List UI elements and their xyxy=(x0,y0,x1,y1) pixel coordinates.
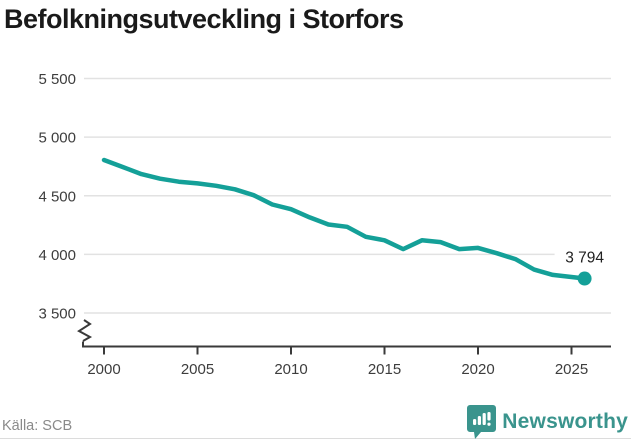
population-chart: 5 500 5 000 4 500 4 000 3 500 2000 2005 2010 201… xyxy=(0,58,631,390)
newsworthy-wordmark: Newsworthy xyxy=(502,409,628,433)
y-axis-tick-label: 4 000 xyxy=(38,247,76,264)
x-axis-tick-label: 2025 xyxy=(555,361,588,378)
newsworthy-brand: Newsworthy xyxy=(467,404,628,439)
end-label-backdrop xyxy=(554,247,615,266)
x-axis-tick-label: 2010 xyxy=(274,361,307,378)
axis-break-zigzag xyxy=(77,319,93,342)
x-axis-tick-label: 2000 xyxy=(87,361,120,378)
footer: Källa: SCB Newsworthy xyxy=(0,404,631,439)
end-value-label: 3 794 xyxy=(565,250,604,267)
x-axis-tick-label: 2005 xyxy=(181,361,214,378)
x-axis-tick-label: 2020 xyxy=(461,361,494,378)
line-chart-canvas: 5 500 5 000 4 500 4 000 3 500 2000 2005 2010 201… xyxy=(38,71,615,378)
page-title: Befolkningsutveckling i Storfors xyxy=(4,4,404,34)
y-axis-tick-label: 3 500 xyxy=(38,306,76,323)
source-label: Källa: SCB xyxy=(2,418,73,434)
series-end-dot xyxy=(577,271,592,286)
y-axis-tick-label: 5 500 xyxy=(38,71,76,88)
y-axis-tick-label: 4 500 xyxy=(38,188,76,205)
x-axis-tick-label: 2015 xyxy=(368,361,401,378)
y-axis-tick-label: 5 000 xyxy=(38,130,76,147)
newsworthy-logo-icon xyxy=(467,405,497,439)
population-series-line xyxy=(101,157,587,281)
